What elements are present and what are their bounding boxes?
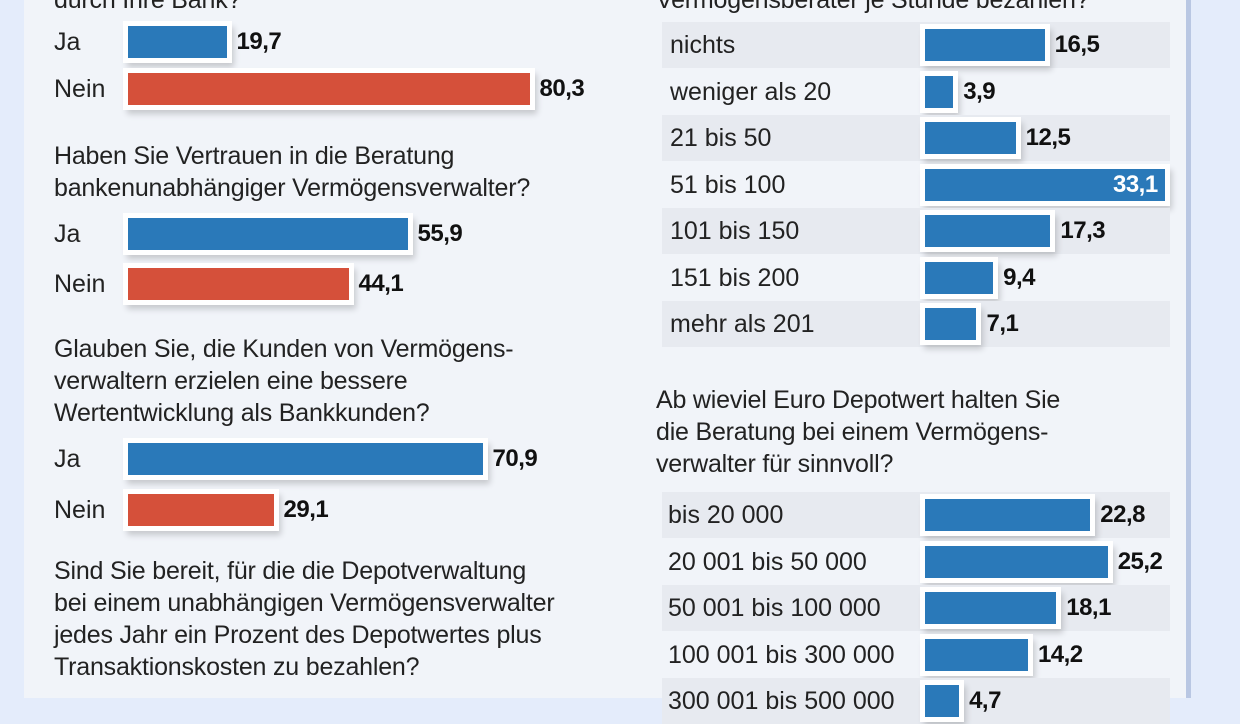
value-label: 70,9 <box>492 445 538 472</box>
question-title: Vermögensberater je Stunde bezahlen? <box>656 0 1090 14</box>
category-label: weniger als 20 <box>670 77 832 106</box>
value-label: 4,7 <box>969 687 1001 714</box>
category-label: 21 bis 50 <box>670 124 772 152</box>
bar-ja <box>128 443 483 475</box>
row-stripe <box>662 115 1170 161</box>
value-label: 33,1 <box>1112 170 1158 198</box>
value-label: 19,7 <box>236 28 282 55</box>
question-title: Glauben Sie, die Kunden von Vermögens- v… <box>54 335 514 427</box>
category-label: Ja <box>54 28 81 56</box>
bar-nein <box>128 268 349 300</box>
bar-value <box>925 499 1091 531</box>
value-label: 17,3 <box>1060 217 1106 244</box>
category-label: Ja <box>54 445 81 473</box>
value-label: 3,9 <box>963 77 996 105</box>
category-label: nichts <box>670 31 736 59</box>
question-title: Ab wieviel Euro Depotwert halten Sie die… <box>656 386 1061 478</box>
category-label: 51 bis 100 <box>670 170 786 199</box>
bar-value <box>925 122 1016 154</box>
bar-value <box>925 215 1051 247</box>
value-label: 44,1 <box>358 270 404 297</box>
bar-value <box>925 308 977 340</box>
category-label: Nein <box>54 270 106 298</box>
value-label: 22,8 <box>1100 501 1146 528</box>
panel-border <box>1186 0 1191 698</box>
category-label: Ja <box>54 220 81 248</box>
value-label: 7,1 <box>986 310 1019 337</box>
bar-nein <box>128 494 274 526</box>
category-label: 151 bis 200 <box>670 263 800 292</box>
value-label: 55,9 <box>417 220 463 247</box>
row-stripe <box>662 585 1170 631</box>
category-label: Nein <box>54 75 106 103</box>
category-label: 20 001 bis 50 000 <box>668 547 867 576</box>
value-label: 29,1 <box>283 496 329 523</box>
bar-ja <box>128 218 408 250</box>
category-label: 50 001 bis 100 000 <box>668 594 881 622</box>
question-title: durch Ihre Bank? <box>54 0 242 14</box>
question-title: Sind Sie bereit, für die die Depotverwal… <box>54 557 555 681</box>
bar-value <box>925 261 994 294</box>
value-label: 12,5 <box>1025 124 1071 151</box>
category-label: mehr als 201 <box>670 310 815 338</box>
value-label: 14,2 <box>1037 640 1083 668</box>
bar-value <box>925 685 960 717</box>
category-label: 100 001 bis 300 000 <box>668 640 895 669</box>
category-label: 300 001 bis 500 000 <box>668 687 895 715</box>
bar-value <box>925 168 1165 201</box>
bar-ja <box>128 26 227 58</box>
value-label: 9,4 <box>1003 263 1036 291</box>
row-stripe <box>662 22 1170 68</box>
value-label: 16,5 <box>1054 31 1100 58</box>
category-label: Nein <box>54 496 106 524</box>
bar-value <box>925 638 1028 671</box>
bar-value <box>925 592 1057 624</box>
bar-value <box>925 75 954 108</box>
row-stripe <box>662 301 1170 347</box>
value-label: 18,1 <box>1066 594 1111 621</box>
value-label: 25,2 <box>1117 547 1163 575</box>
bar-value <box>925 29 1045 61</box>
row-stripe <box>662 208 1170 254</box>
bar-value <box>925 545 1108 578</box>
question-title: Haben Sie Vertrauen in die Beratung bank… <box>54 142 531 202</box>
value-label: 80,3 <box>539 75 585 102</box>
bar-nein <box>128 73 530 105</box>
category-label: bis 20 000 <box>668 501 784 529</box>
category-label: 101 bis 150 <box>670 217 800 245</box>
